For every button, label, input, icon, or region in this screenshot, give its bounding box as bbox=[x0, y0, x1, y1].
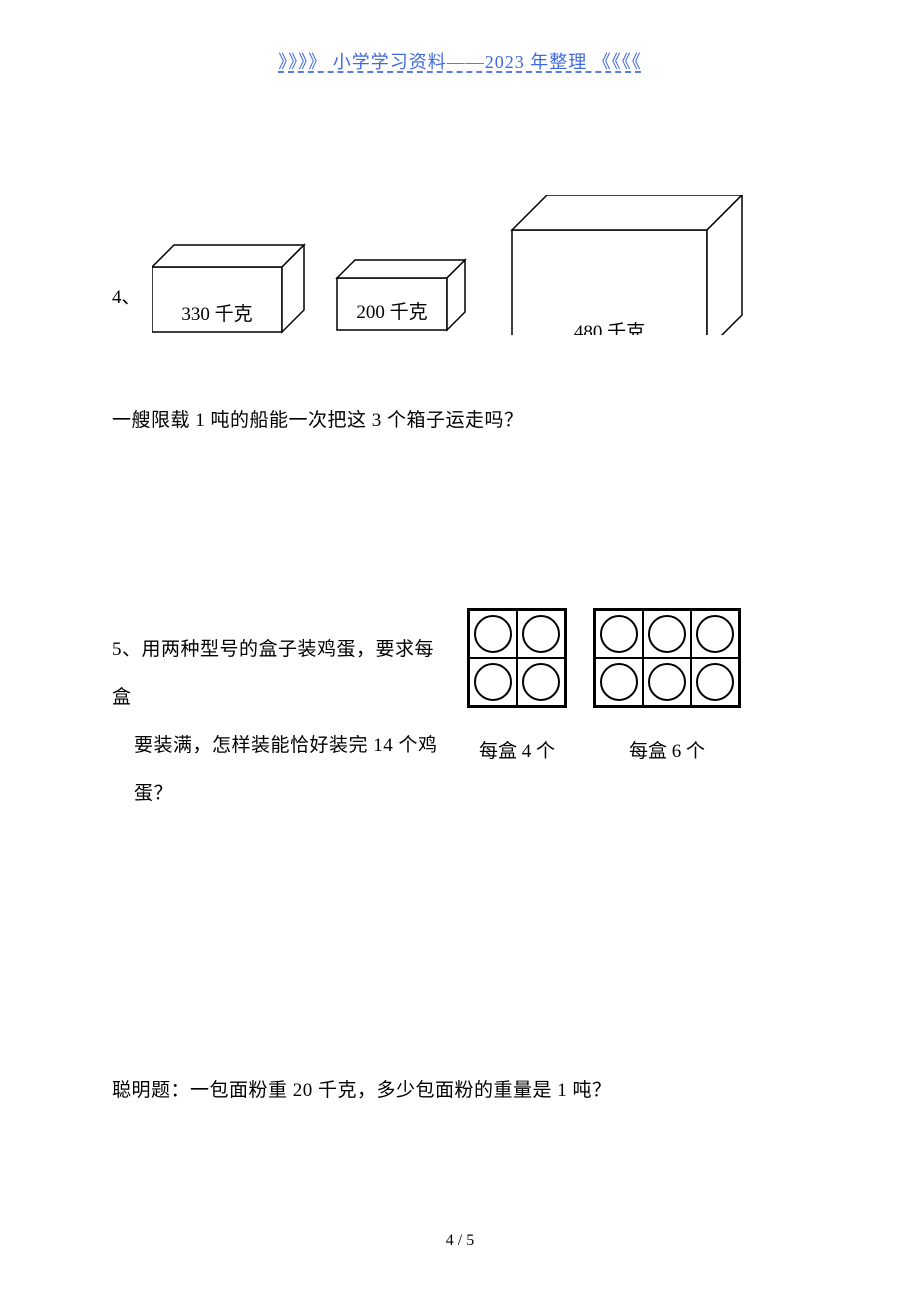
egg-box-4-label: 每盒 4 个 bbox=[467, 736, 567, 763]
egg-cell bbox=[643, 610, 691, 658]
egg-box-6: 每盒 6 个 bbox=[593, 608, 741, 763]
egg-cell bbox=[517, 610, 565, 658]
svg-text:480 千克: 480 千克 bbox=[574, 321, 645, 335]
egg-cell bbox=[517, 658, 565, 706]
egg-cell bbox=[595, 610, 643, 658]
question-5-line1: 5、用两种型号的盒子装鸡蛋，要求每盒 bbox=[112, 626, 452, 722]
smart-question: 聪明题：一包面粉重 20 千克，多少包面粉的重量是 1 吨？ bbox=[112, 1075, 612, 1102]
page-footer: 4 / 5 bbox=[0, 1232, 920, 1250]
egg-grid-6 bbox=[593, 608, 741, 708]
egg-cell bbox=[469, 610, 517, 658]
egg-cell bbox=[691, 658, 739, 706]
page-header: 》》》》 小学学习资料——2023 年整理 《《《《 bbox=[0, 0, 920, 74]
question-5-egg-boxes: 每盒 4 个 每盒 6 个 bbox=[467, 608, 741, 763]
question-4-label: 4、 bbox=[112, 282, 141, 309]
svg-text:200 千克: 200 千克 bbox=[356, 301, 427, 323]
egg-cell bbox=[469, 658, 517, 706]
egg-box-6-label: 每盒 6 个 bbox=[593, 736, 741, 763]
svg-text:330 千克: 330 千克 bbox=[181, 303, 252, 325]
question-4-boxes-diagram: 330 千克 200 千克 480 千克 bbox=[152, 195, 772, 340]
question-4-text: 一艘限载 1 吨的船能一次把这 3 个箱子运走吗？ bbox=[112, 405, 524, 432]
egg-grid-4 bbox=[467, 608, 567, 708]
question-5-line2: 要装满，怎样装能恰好装完 14 个鸡蛋？ bbox=[112, 722, 452, 818]
question-5-text: 5、用两种型号的盒子装鸡蛋，要求每盒 要装满，怎样装能恰好装完 14 个鸡蛋？ bbox=[112, 626, 452, 818]
egg-cell bbox=[595, 658, 643, 706]
egg-cell bbox=[643, 658, 691, 706]
egg-box-4: 每盒 4 个 bbox=[467, 608, 567, 763]
egg-cell bbox=[691, 610, 739, 658]
